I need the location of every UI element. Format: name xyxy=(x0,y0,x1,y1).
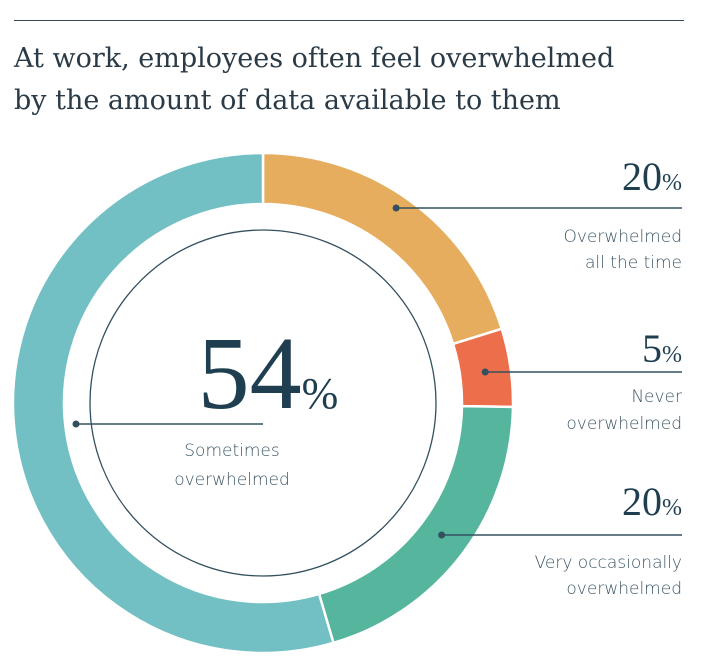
value-label-very-occasionally-overwhelmed: 20% xyxy=(622,479,682,524)
category-label-never-overwhelmed-line-2: overwhelmed xyxy=(566,414,682,434)
category-label-sometimes-overwhelmed-line-2: overwhelmed xyxy=(174,470,290,490)
chart-title-line-2: by the amount of data available to them xyxy=(14,85,561,116)
category-label-overwhelmed-all-the-time-line-2: all the time xyxy=(585,253,682,273)
inner-ring xyxy=(89,229,437,577)
category-label-very-occasionally-overwhelmed-line-2: overwhelmed xyxy=(566,579,682,599)
leader-dot-overwhelmed-all-the-time xyxy=(392,204,400,212)
slice-sometimes-overwhelmed xyxy=(11,151,335,655)
category-label-never-overwhelmed-line-1: Never xyxy=(631,387,682,407)
value-label-sometimes-overwhelmed: 54% xyxy=(198,316,339,431)
leader-dot-very-occasionally-overwhelmed xyxy=(438,531,446,539)
slice-never-overwhelmed xyxy=(451,327,515,409)
value-label-overwhelmed-all-the-time: 20% xyxy=(622,154,682,199)
category-label-overwhelmed-all-the-time-line-1: Overwhelmed xyxy=(563,227,682,247)
leader-dot-never-overwhelmed xyxy=(481,368,489,376)
value-label-never-overwhelmed: 5% xyxy=(642,326,682,371)
chart-title-line-1: At work, employees often feel overwhelme… xyxy=(14,43,615,74)
category-label-sometimes-overwhelmed-line-1: Sometimes xyxy=(184,441,279,461)
top-divider xyxy=(14,20,684,21)
category-label-very-occasionally-overwhelmed-line-1: Very occasionally xyxy=(535,553,682,573)
slice-very-occasionally-overwhelmed xyxy=(317,404,515,645)
chart-title: At work, employees often feel overwhelme… xyxy=(14,38,694,122)
leader-dot-sometimes-overwhelmed xyxy=(72,420,80,428)
